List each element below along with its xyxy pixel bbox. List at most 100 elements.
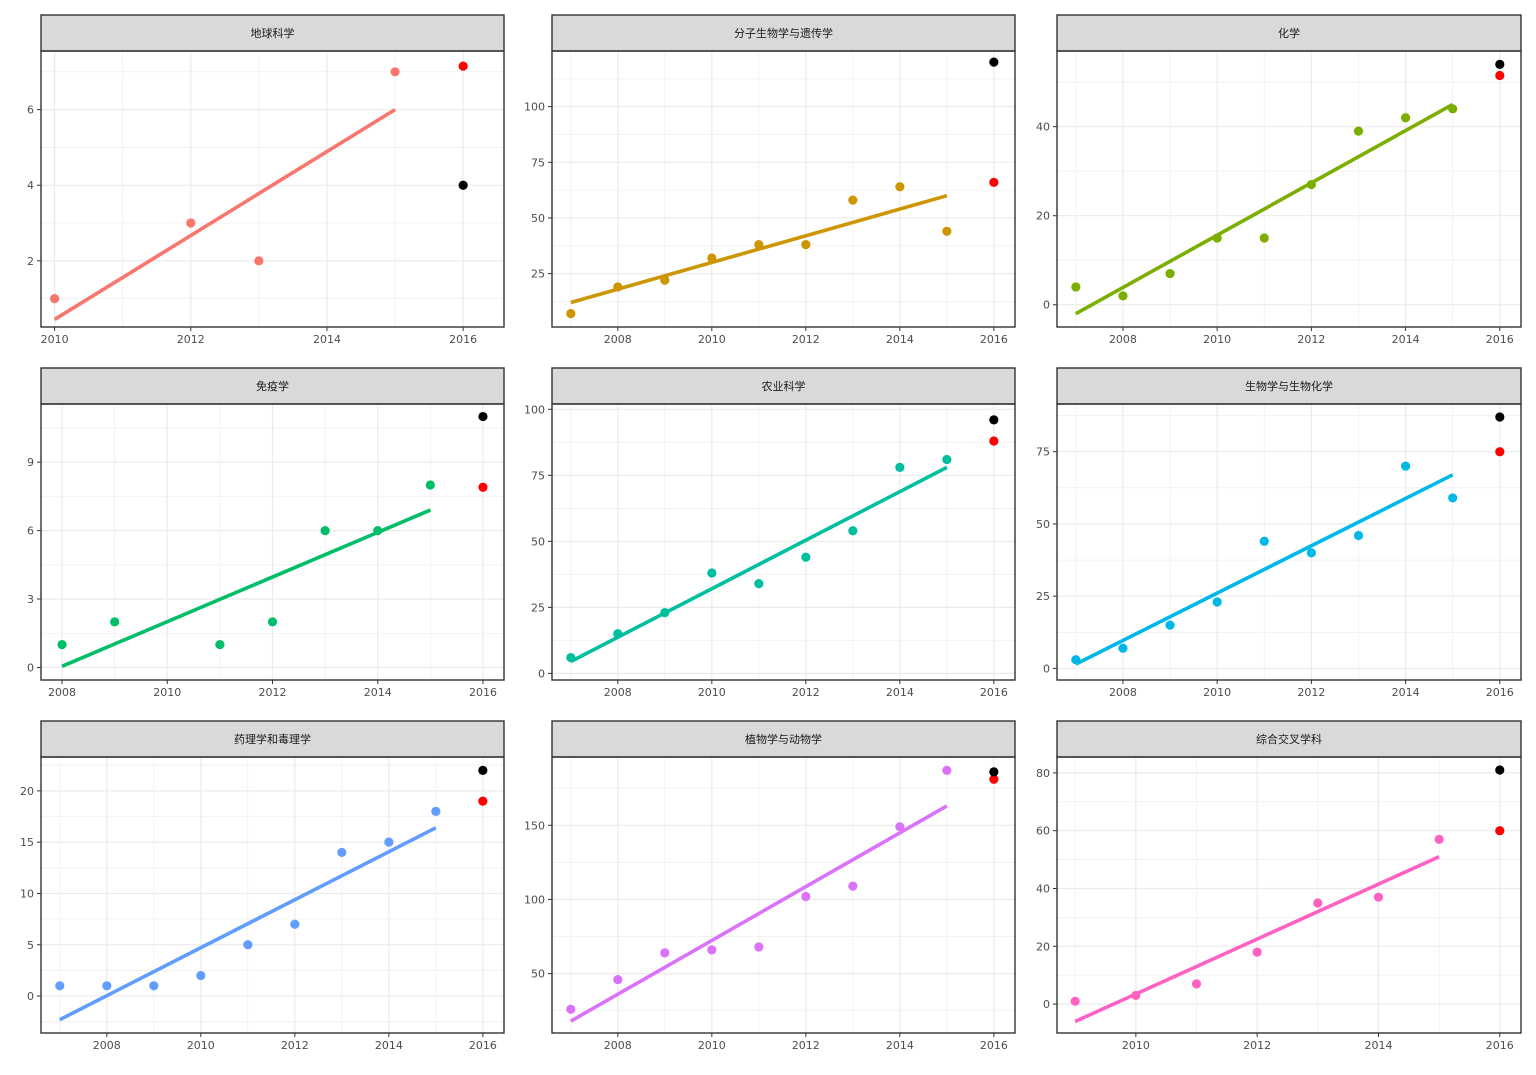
panel-background	[552, 51, 1015, 327]
x-tick-label: 2012	[259, 686, 287, 699]
point-2016-red	[1495, 447, 1505, 457]
data-point	[196, 970, 206, 981]
x-tick-label: 2016	[980, 1039, 1008, 1052]
data-point	[254, 256, 264, 266]
y-tick-label: 9	[27, 456, 34, 469]
data-point	[384, 837, 394, 847]
y-tick-label: 50	[531, 968, 545, 981]
x-tick-label: 2016	[980, 333, 1008, 346]
x-tick-label: 2008	[1109, 333, 1137, 346]
regression-line	[58, 826, 437, 1022]
x-tick-label: 2012	[792, 333, 820, 346]
data-point	[50, 294, 60, 304]
data-point	[801, 552, 811, 562]
y-tick-label: 0	[1043, 662, 1050, 675]
data-point	[848, 195, 858, 205]
y-tick-label: 6	[27, 525, 34, 538]
panel-border	[40, 50, 505, 328]
facet-panel: 生物学与生物化学 2008 2010 2012 2014 2016 0 25 50 75	[1036, 367, 1522, 699]
data-point	[566, 652, 576, 663]
data-point	[425, 480, 435, 490]
y-tick-label: 100	[524, 403, 545, 416]
data-point	[1400, 113, 1411, 123]
regression-line	[61, 508, 432, 668]
facet-strip	[551, 14, 1016, 52]
point-2016-black	[1495, 765, 1505, 775]
x-tick-label: 2014	[313, 333, 341, 346]
data-point	[337, 847, 347, 858]
data-point	[1353, 530, 1364, 541]
data-point	[290, 919, 300, 929]
data-point	[1313, 898, 1323, 908]
x-tick-label: 2016	[1486, 1039, 1514, 1052]
x-tick-label: 2014	[364, 686, 392, 699]
panel-border	[40, 756, 505, 1034]
x-tick-label: 2016	[980, 686, 1008, 699]
point-2016-black	[989, 767, 999, 777]
point-2016-red	[989, 436, 999, 446]
x-tick-label: 2016	[1486, 333, 1514, 346]
data-point	[613, 282, 623, 292]
data-point	[613, 629, 623, 639]
data-point	[1070, 996, 1080, 1006]
data-point	[895, 822, 905, 832]
point-2016-black	[478, 411, 488, 422]
point-2016-red	[989, 177, 999, 187]
x-tick-label: 2010	[1203, 686, 1231, 699]
facet-title: 分子生物学与遗传学	[734, 26, 833, 40]
facet-title: 化学	[1278, 26, 1300, 40]
y-tick-label: 4	[27, 179, 34, 192]
data-point	[660, 608, 670, 618]
data-point	[1118, 291, 1128, 301]
y-tick-label: 0	[1043, 998, 1050, 1011]
data-point	[390, 67, 400, 77]
point-2016-red	[478, 796, 488, 806]
y-tick-label: 0	[27, 661, 34, 674]
data-point	[243, 940, 253, 950]
panel-border	[551, 403, 1016, 681]
point-2016-red	[478, 482, 488, 492]
data-point	[1259, 536, 1269, 546]
y-tick-label: 20	[20, 785, 34, 798]
facet-strip	[40, 720, 505, 758]
data-point	[186, 218, 196, 228]
x-tick-label: 2010	[41, 333, 69, 346]
data-point	[1434, 834, 1444, 844]
x-tick-label: 2016	[449, 333, 477, 346]
data-point	[707, 253, 717, 263]
data-point	[801, 240, 811, 250]
y-tick-label: 15	[20, 836, 34, 849]
data-point	[55, 981, 65, 991]
data-point	[707, 945, 717, 955]
data-point	[660, 275, 670, 285]
y-tick-label: 50	[531, 212, 545, 225]
x-tick-label: 2012	[792, 1039, 820, 1052]
y-tick-label: 50	[531, 535, 545, 548]
data-point	[320, 525, 330, 536]
data-point	[1448, 104, 1458, 114]
point-2016-black	[989, 57, 999, 67]
y-tick-label: 100	[524, 893, 545, 906]
facet-panel: 综合交叉学科 2010 2012 2014 2016 0 20 40 60 80	[1036, 720, 1522, 1052]
data-point	[1071, 282, 1081, 292]
facet-strip	[1056, 367, 1522, 405]
data-point	[149, 981, 159, 991]
data-point	[754, 942, 764, 952]
facet-panel: 免疫学 2008 2010 2012 2014 2016 0 3 6 9	[27, 367, 505, 699]
facet-title: 农业科学	[762, 379, 806, 393]
y-tick-label: 25	[1036, 590, 1050, 603]
y-tick-label: 0	[1043, 299, 1050, 312]
data-point	[1191, 979, 1202, 989]
data-point	[848, 881, 858, 891]
facet-panel: 分子生物学与遗传学 2008 2010 2012 2014 2016 25 50 75 100	[524, 14, 1016, 346]
facet-panel: 化学 2008 2010 2012 2014 2016 0 20 40	[1036, 14, 1522, 346]
data-point	[1131, 990, 1141, 1001]
facet-strip	[551, 720, 1016, 758]
x-tick-label: 2010	[153, 686, 181, 699]
point-2016-red	[1495, 70, 1505, 81]
point-2016-black	[1495, 59, 1505, 69]
data-point	[566, 309, 576, 319]
x-tick-label: 2008	[1109, 686, 1137, 699]
x-tick-label: 2012	[792, 686, 820, 699]
